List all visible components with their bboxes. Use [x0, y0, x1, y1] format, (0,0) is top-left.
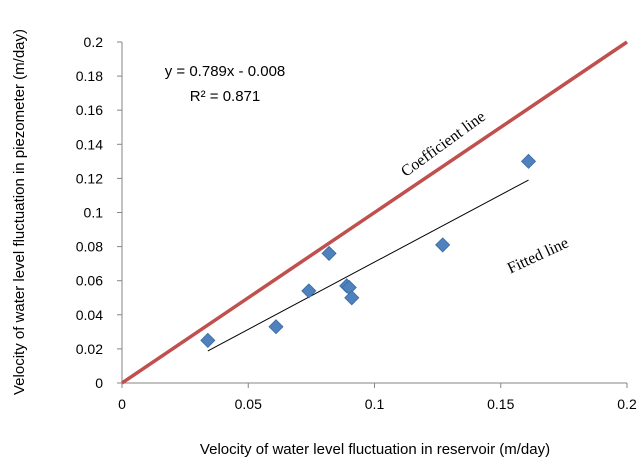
- x-tick-labels: 0 0.05 0.1 0.15 0.2: [118, 383, 637, 412]
- x-tick-label: 0.05: [235, 396, 262, 412]
- x-tick-label: 0.1: [365, 396, 385, 412]
- y-tick-label: 0.16: [76, 102, 103, 118]
- y-axis-title: Velocity of water level fluctuation in p…: [11, 29, 28, 395]
- data-point: [268, 319, 284, 335]
- x-tick-label: 0.15: [487, 396, 514, 412]
- y-tick-label: 0.02: [76, 341, 103, 357]
- y-tick-label: 0.18: [76, 68, 103, 84]
- coefficient-line: [121, 40, 628, 385]
- data-point: [321, 245, 337, 261]
- x-tick-label: 0: [118, 396, 126, 412]
- y-tick-label: 0.14: [76, 136, 103, 152]
- y-tick-labels: 0 0.02 0.04 0.06 0.08 0.1 0.12 0.14 0.16 0.18 0.2: [76, 34, 122, 391]
- y-tick-label: 0: [95, 375, 103, 391]
- y-tick-label: 0.08: [76, 239, 103, 255]
- x-tick-label: 0.2: [617, 396, 637, 412]
- fitted-line-label: Fitted line: [505, 234, 571, 277]
- data-point: [520, 153, 537, 169]
- x-axis-title: Velocity of water level fluctuation in r…: [200, 441, 550, 458]
- data-series: [121, 40, 628, 385]
- data-point: [200, 332, 216, 348]
- y-tick-label: 0.04: [76, 307, 103, 323]
- data-point: [301, 283, 317, 299]
- regression-equation: y = 0.789x - 0.008: [165, 63, 286, 80]
- y-tick-label: 0.12: [76, 170, 103, 186]
- fitted-line: [207, 179, 529, 352]
- y-tick-label: 0.1: [84, 205, 104, 221]
- y-tick-label: 0.2: [84, 34, 104, 50]
- r-squared-label: R² = 0.871: [190, 88, 260, 105]
- data-point: [435, 237, 451, 253]
- y-tick-label: 0.06: [76, 273, 103, 289]
- data-point: [344, 290, 360, 306]
